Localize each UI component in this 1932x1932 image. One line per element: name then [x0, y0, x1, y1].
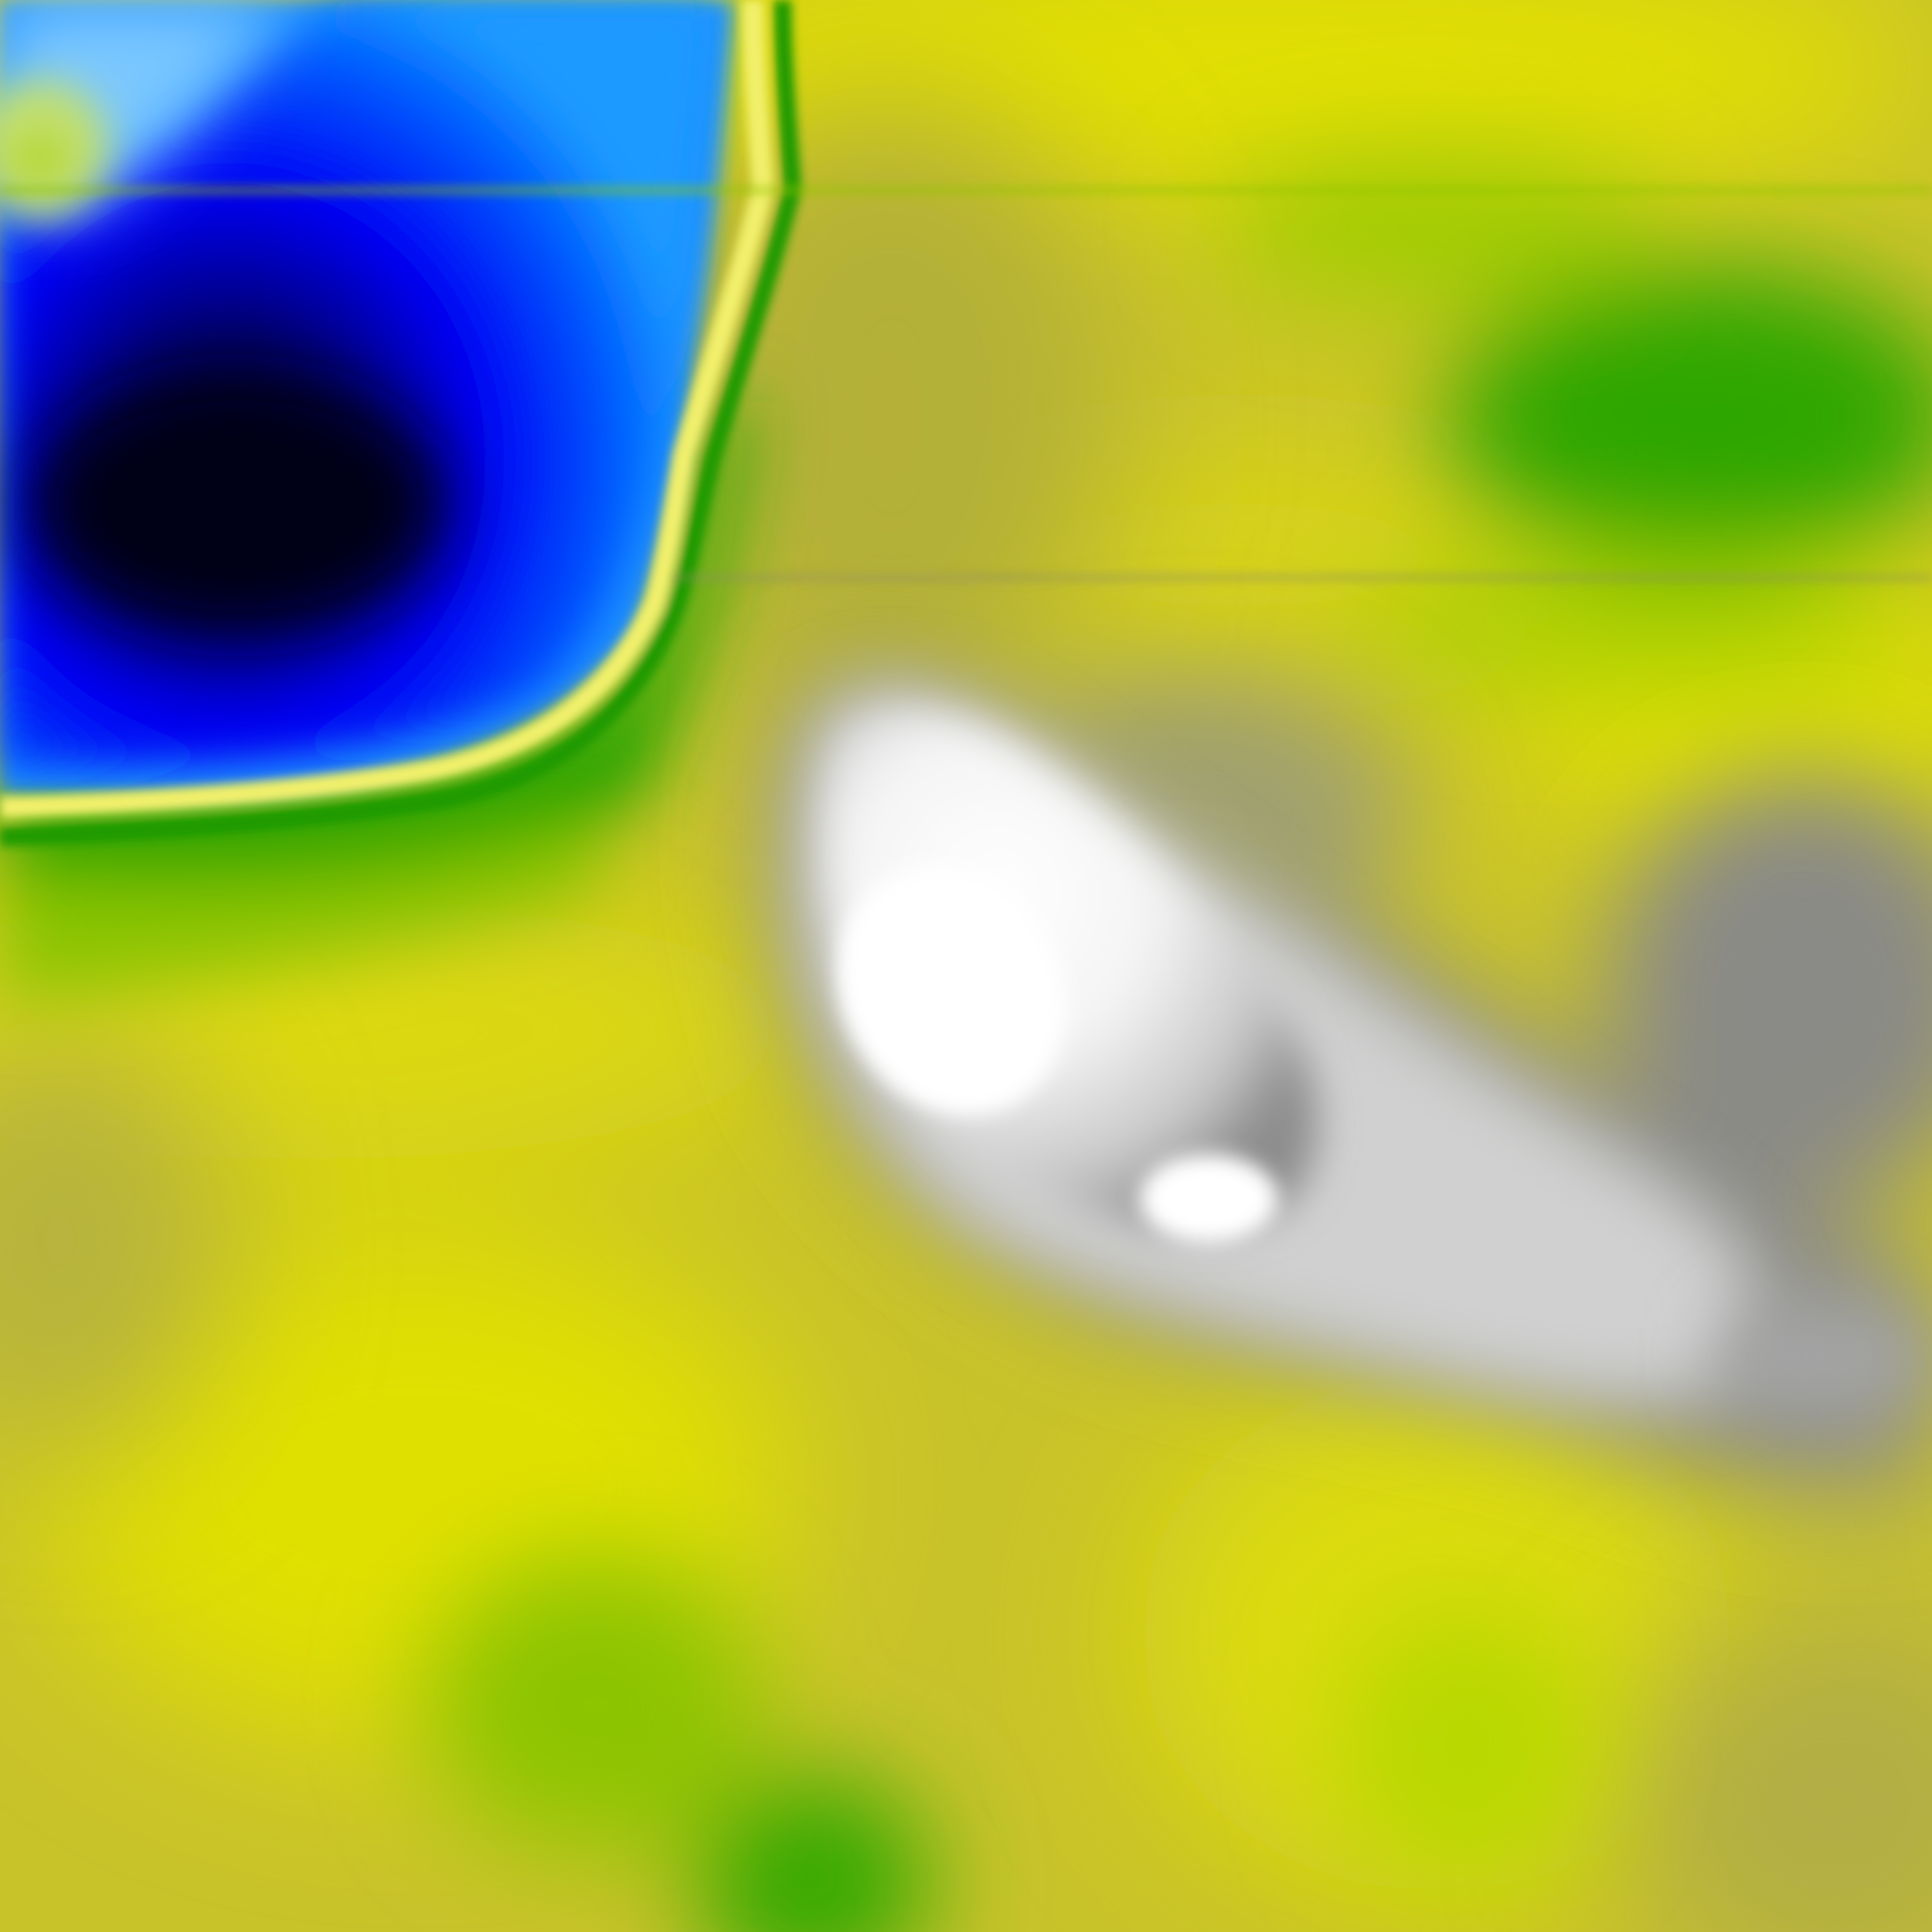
corner-pocket — [0, 79, 109, 218]
white-ridge — [799, 686, 1932, 1417]
green-rim — [0, 396, 753, 1001]
streaks — [0, 186, 1932, 581]
